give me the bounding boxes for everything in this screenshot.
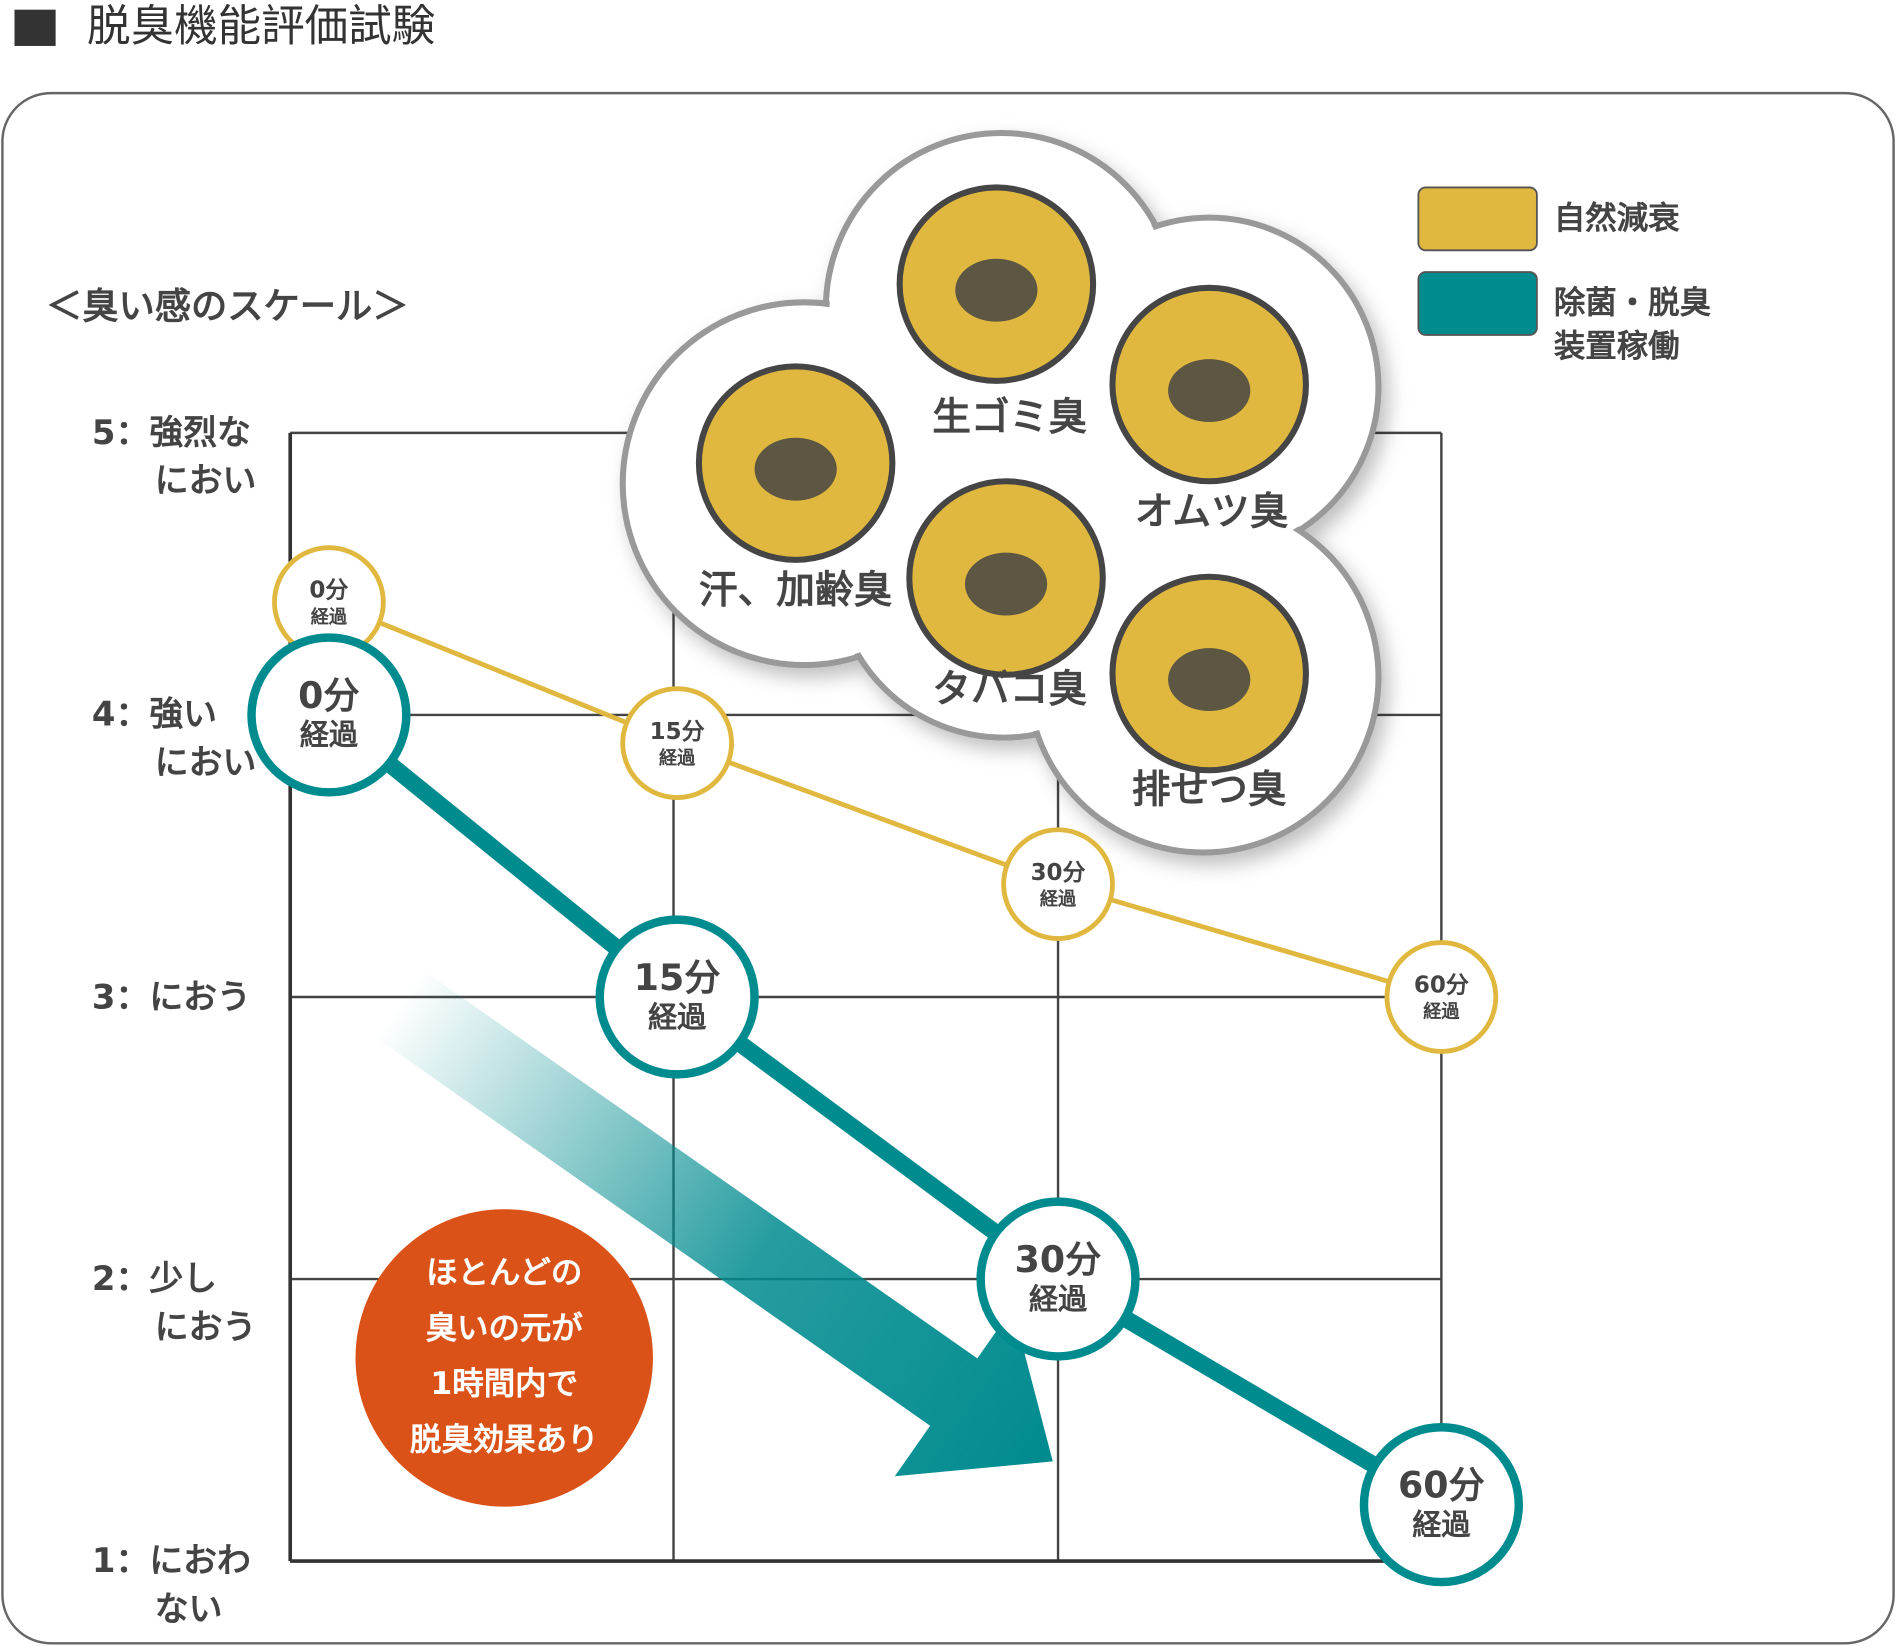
- point-time-label: 0分: [309, 578, 348, 604]
- y-tick-label: 4：強い におい: [91, 694, 257, 783]
- legend-swatch: [1417, 271, 1538, 336]
- point-time-label: 60分: [1398, 1464, 1485, 1507]
- legend-label: 除菌・脱臭 装置稼働: [1553, 285, 1712, 366]
- trend-arrow: [375, 969, 1053, 1477]
- page-title: 脱臭機能評価試験: [87, 2, 435, 52]
- y-tick-label: 2：少し におう: [91, 1258, 257, 1347]
- data-point: [1001, 827, 1115, 941]
- data-point: [620, 686, 734, 800]
- odor-glyph: [964, 552, 1048, 616]
- odor-label: 排せつ臭: [1132, 768, 1287, 813]
- point-time-label: 15分: [634, 956, 721, 999]
- y-tick-label: 3：におう: [91, 976, 251, 1017]
- point-time-label: 15分: [650, 719, 705, 745]
- point-time-label: 30分: [1031, 860, 1086, 886]
- point-suffix-label: 経過: [659, 747, 696, 769]
- data-point: [1384, 940, 1499, 1054]
- odor-glyph: [1168, 359, 1251, 423]
- odor-glyph: [955, 258, 1038, 322]
- odor-label: オムツ臭: [1135, 489, 1289, 534]
- callout-text: ほとんどの 臭いの元が 1時間内で 脱臭効果あり: [409, 1255, 599, 1459]
- point-suffix-label: 経過: [1423, 1001, 1460, 1023]
- odor-glyph: [754, 437, 837, 501]
- data-point: [976, 1197, 1140, 1361]
- y-tick-label: 1：におわ ない: [91, 1540, 251, 1629]
- odor-label: 生ゴミ臭: [932, 395, 1087, 440]
- point-time-label: 30分: [1015, 1238, 1102, 1281]
- point-suffix-label: 経過: [1029, 1282, 1088, 1316]
- y-axis-title: ＜臭い感のスケール＞: [46, 284, 409, 327]
- legend-swatch: [1417, 186, 1538, 252]
- point-suffix-label: 経過: [648, 1000, 707, 1034]
- odor-glyph: [1168, 648, 1251, 712]
- y-tick-label: 5：強烈な におい: [91, 412, 257, 501]
- arrow-shape: [375, 969, 1053, 1477]
- point-suffix-label: 経過: [1040, 888, 1077, 910]
- data-point: [595, 915, 759, 1079]
- point-time-label: 60分: [1414, 973, 1469, 999]
- legend-label: 自然減衰: [1553, 200, 1680, 238]
- point-suffix-label: 経過: [1412, 1507, 1471, 1541]
- series-line: [323, 708, 1446, 1512]
- data-point: [1359, 1423, 1523, 1587]
- point-suffix-label: 経過: [311, 606, 348, 628]
- data-point: [247, 633, 411, 797]
- callout-circle: [355, 1209, 653, 1507]
- title-square: [14, 9, 56, 46]
- series-line: [327, 599, 1443, 1000]
- odor-label: 汗、加齢臭: [699, 568, 893, 613]
- panel-border: [1, 91, 1895, 1645]
- point-time-label: 0分: [298, 674, 360, 717]
- point-suffix-label: 経過: [300, 718, 359, 752]
- odor-label: タバコ臭: [932, 667, 1087, 712]
